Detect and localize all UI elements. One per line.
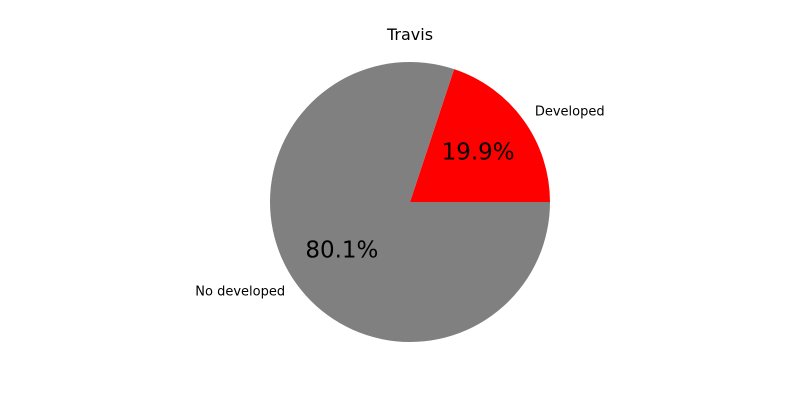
pct-label-developed: 19.9%	[442, 139, 515, 165]
pie-slices	[270, 62, 551, 343]
slice-label-developed: Developed	[535, 104, 605, 119]
pct-label-no-developed: 80.1%	[305, 238, 378, 264]
chart-title: Travis	[386, 25, 433, 44]
pie-slice-no-developed	[270, 62, 551, 343]
pie-labels: Developed 19.9% No developed 80.1%	[195, 104, 604, 299]
pie-slice-developed	[410, 69, 550, 202]
slice-label-no-developed: No developed	[195, 285, 285, 300]
